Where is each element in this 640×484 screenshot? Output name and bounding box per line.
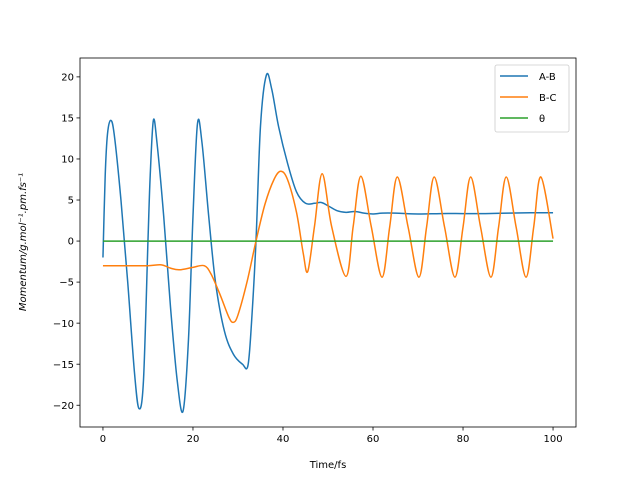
x-tick-label: 60	[367, 434, 380, 445]
series-line-1	[102, 170, 554, 324]
x-tick-label: 0	[100, 434, 106, 445]
y-axis-label: Momentum/g.mol⁻¹.pm.fs⁻¹	[18, 173, 29, 311]
x-tick-label: 100	[543, 434, 562, 445]
y-tick-label: −10	[53, 319, 74, 330]
y-tick-label: 10	[61, 155, 74, 166]
y-tick-label: −20	[53, 401, 74, 412]
y-tick-label: −15	[53, 360, 74, 371]
plot-lines	[102, 72, 554, 414]
x-tick-label: 40	[277, 434, 290, 445]
y-tick-label: 5	[68, 196, 74, 207]
legend-box	[494, 64, 570, 133]
x-tick-label: 20	[187, 434, 200, 445]
legend-label-0: A-B	[539, 72, 556, 83]
legend-label-1: B-C	[539, 93, 556, 104]
legend-label-2: θ	[539, 114, 545, 125]
y-tick-label: 20	[61, 72, 74, 83]
x-tick-label: 80	[457, 434, 470, 445]
x-axis: 0 20 40 60 80 100	[100, 427, 563, 445]
x-axis-label: Time/fs	[309, 460, 347, 471]
y-tick-label: 15	[61, 114, 74, 125]
y-tick-label: −5	[59, 278, 74, 289]
y-tick-label: 0	[68, 237, 74, 248]
series-line-0	[102, 72, 554, 414]
axes-frame	[79, 57, 577, 428]
legend: A-B B-C θ	[494, 64, 570, 133]
y-axis: −20 −15 −10 −5 0 5 10 15 20	[53, 72, 80, 412]
